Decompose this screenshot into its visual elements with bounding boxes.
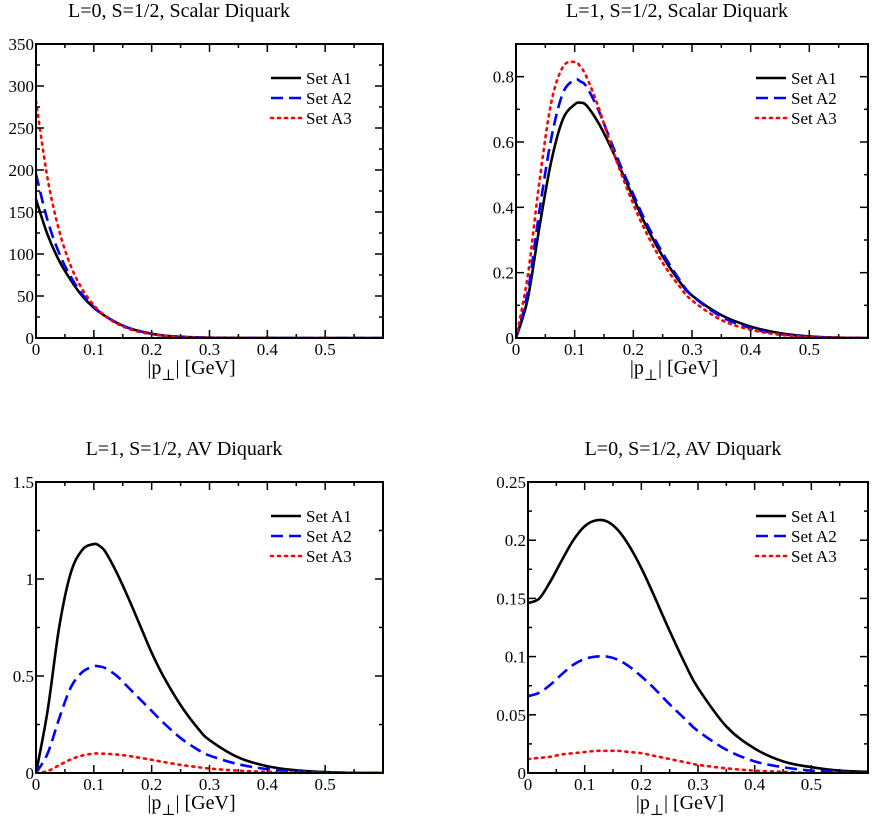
- panel-l0-av-diquark: L=0, S=1/2, AV Diquark 0 0.1 0.2 0.3 0.4 0.50…: [496, 438, 869, 819]
- panel-title: L=1, S=1/2, Scalar Diquark: [566, 0, 788, 22]
- y-tick-label: 0.4: [493, 198, 515, 217]
- x-tick-label: 0: [512, 340, 521, 359]
- legend-label: Set A1: [306, 69, 352, 88]
- y-tick-label: 150: [9, 203, 35, 222]
- x-tick-label: 0: [32, 340, 41, 359]
- legend-label: Set A1: [791, 507, 837, 526]
- x-tick-label: 0.1: [574, 775, 595, 794]
- series-line-set-a1: [528, 518, 868, 773]
- series-group: [516, 60, 868, 338]
- series-line-set-a2: [528, 654, 868, 773]
- y-tick-label: 0: [26, 764, 35, 783]
- x-axis-label: |p⊥| [GeV]: [630, 357, 718, 384]
- panel-l1-av-diquark: L=1, S=1/2, AV Diquark 0 0.1 0.2 0.3 0.4 0.50…: [13, 438, 384, 819]
- x-tick-label: 0.4: [740, 340, 762, 359]
- legend-label: Set A3: [306, 109, 352, 128]
- legend-label: Set A3: [306, 547, 352, 566]
- y-tick-label: 250: [9, 119, 35, 138]
- panel-title: L=1, S=1/2, AV Diquark: [86, 438, 283, 460]
- series-line-set-a1: [36, 542, 383, 773]
- y-tick-label: 0.2: [505, 531, 526, 550]
- y-tick-label: 0.8: [493, 68, 514, 87]
- x-tick-label: 0.3: [687, 775, 708, 794]
- plot-area: 0 0.1 0.2 0.3 0.4 0.5 0 50 100 150 200 250 300 350 Set…: [9, 35, 384, 359]
- y-tick-label: 50: [17, 287, 34, 306]
- y-tick-label: 0.25: [496, 473, 526, 492]
- legend-label: Set A2: [306, 89, 352, 108]
- x-axis-label: |p⊥| [GeV]: [636, 792, 724, 819]
- y-tick-label: 0: [518, 764, 527, 783]
- legend-label: Set A2: [306, 527, 352, 546]
- x-tick-label: 0.1: [83, 775, 104, 794]
- x-tick-label: 0.2: [141, 775, 162, 794]
- series-line-set-a2: [36, 664, 383, 773]
- x-tick-label: 0.4: [257, 775, 279, 794]
- y-tick-label: 100: [9, 245, 35, 264]
- panel-l1-scalar-diquark: L=1, S=1/2, Scalar Diquark 0 0.1 0.2 0.3 0.4…: [493, 0, 869, 384]
- x-tick-label: 0.2: [623, 340, 644, 359]
- series-line-set-a1: [516, 101, 868, 338]
- y-tick-label: 0.5: [13, 667, 34, 686]
- x-axis-label-text: |p⊥| [GeV]: [147, 792, 235, 819]
- x-tick-label: 0.5: [315, 340, 336, 359]
- y-tick-label: 350: [9, 35, 35, 54]
- y-tick-label: 0.15: [496, 589, 526, 608]
- x-tick-label: 0.5: [801, 775, 822, 794]
- x-axis-label-text: |p⊥| [GeV]: [147, 357, 235, 384]
- legend-label: Set A2: [791, 527, 837, 546]
- x-tick-label: 0: [32, 775, 41, 794]
- panel-title: L=0, S=1/2, Scalar Diquark: [68, 0, 290, 22]
- series-line-set-a3: [528, 749, 868, 773]
- x-tick-label: 0.3: [681, 340, 702, 359]
- x-tick-label: 0.2: [631, 775, 652, 794]
- x-axis-label-text: |p⊥| [GeV]: [636, 792, 724, 819]
- series-group: [36, 99, 383, 338]
- series-line-set-a1: [36, 198, 383, 338]
- series-line-set-a3: [516, 60, 868, 338]
- x-tick-label: 0.1: [564, 340, 585, 359]
- x-axis-label: |p⊥| [GeV]: [147, 357, 235, 384]
- x-tick-label: 0: [524, 775, 533, 794]
- y-tick-label: 0.2: [493, 264, 514, 283]
- plot-area: 0 0.1 0.2 0.3 0.4 0.5 0 0.05 0.1 0.15 0.2 0.25 Set A…: [496, 473, 869, 794]
- x-tick-label: 0.4: [257, 340, 279, 359]
- x-tick-label: 0.3: [199, 340, 220, 359]
- legend-label: Set A1: [791, 69, 837, 88]
- x-tick-label: 0.5: [315, 775, 336, 794]
- x-tick-label: 0.3: [199, 775, 220, 794]
- x-tick-label: 0.2: [141, 340, 162, 359]
- x-tick-label: 0.1: [83, 340, 104, 359]
- panel-title: L=0, S=1/2, AV Diquark: [585, 438, 782, 460]
- y-tick-label: 1: [26, 570, 35, 589]
- legend-label: Set A1: [306, 507, 352, 526]
- series-line-set-a2: [36, 173, 383, 338]
- panel-l0-scalar-diquark: L=0, S=1/2, Scalar Diquark 0 0.1 0.2 0.3 0.4…: [9, 0, 384, 384]
- y-tick-label: 0.6: [493, 133, 514, 152]
- x-tick-label: 0.5: [799, 340, 820, 359]
- y-tick-label: 200: [9, 161, 35, 180]
- y-tick-label: 300: [9, 77, 35, 96]
- x-axis-label-text: |p⊥| [GeV]: [630, 357, 718, 384]
- x-tick-label: 0.4: [744, 775, 766, 794]
- series-group: [36, 542, 383, 773]
- y-tick-label: 1.5: [13, 473, 34, 492]
- series-group: [528, 518, 868, 773]
- legend-label: Set A2: [791, 89, 837, 108]
- legend-label: Set A3: [791, 547, 837, 566]
- y-tick-label: 0.05: [496, 706, 526, 725]
- legend-label: Set A3: [791, 109, 837, 128]
- x-axis-label: |p⊥| [GeV]: [147, 792, 235, 819]
- y-tick-label: 0.1: [505, 648, 526, 667]
- y-tick-label: 0: [26, 329, 35, 348]
- y-tick-label: 0: [506, 329, 515, 348]
